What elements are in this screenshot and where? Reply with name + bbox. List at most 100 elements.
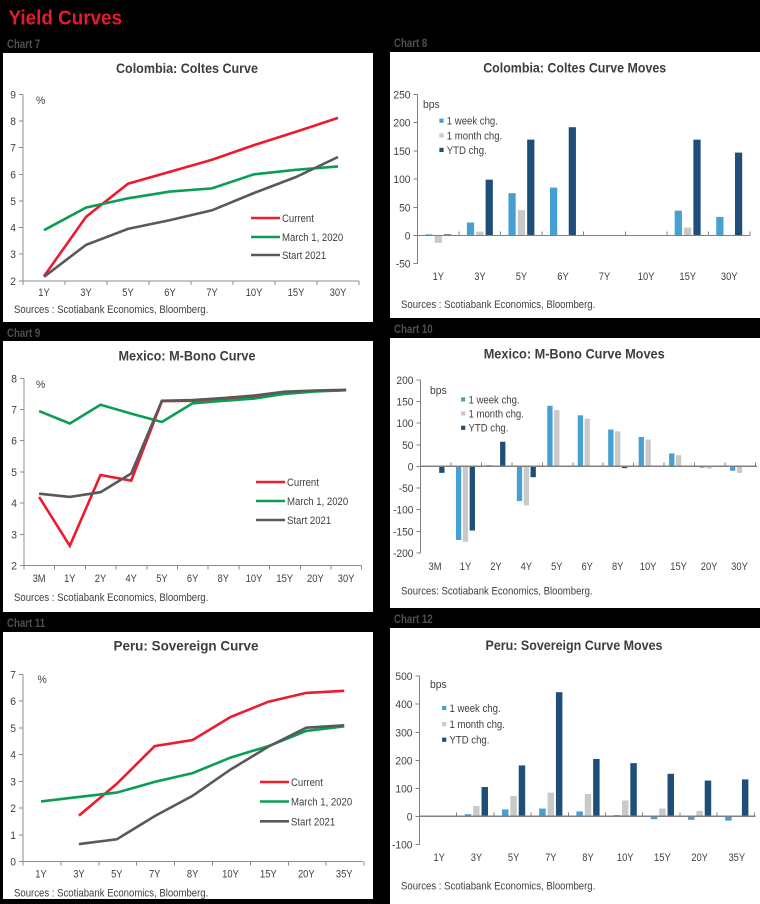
svg-text:1 month chg.: 1 month chg.: [450, 719, 505, 731]
svg-text:%: %: [38, 674, 48, 686]
svg-text:100: 100: [396, 418, 413, 430]
svg-text:1 week chg.: 1 week chg.: [450, 703, 501, 715]
svg-text:20Y: 20Y: [298, 869, 315, 881]
svg-text:5Y: 5Y: [551, 561, 563, 573]
svg-text:6Y: 6Y: [582, 561, 594, 573]
svg-text:5Y: 5Y: [516, 271, 528, 283]
svg-text:500: 500: [395, 671, 412, 683]
svg-text:6: 6: [11, 436, 17, 448]
svg-text:1: 1: [10, 830, 16, 842]
svg-text:7Y: 7Y: [206, 287, 218, 299]
svg-text:Sources : Scotiabank Economics: Sources : Scotiabank Economics, Bloomber…: [14, 888, 208, 900]
svg-text:3M: 3M: [429, 561, 442, 573]
svg-text:3Y: 3Y: [474, 271, 486, 283]
svg-text:200: 200: [393, 118, 410, 130]
svg-text:Sources: Scotiabank Economics,: Sources: Scotiabank Economics, Bloomberg…: [401, 586, 593, 598]
svg-text:0: 0: [407, 811, 413, 823]
svg-text:300: 300: [395, 727, 412, 739]
svg-text:0: 0: [408, 461, 414, 473]
svg-text:Sources : Scotiabank Economics: Sources : Scotiabank Economics, Bloomber…: [14, 304, 208, 316]
svg-text:10Y: 10Y: [246, 287, 263, 299]
svg-text:Start 2021: Start 2021: [282, 250, 326, 262]
svg-text:%: %: [36, 379, 46, 391]
svg-text:10Y: 10Y: [617, 852, 634, 864]
svg-text:3: 3: [10, 249, 16, 261]
svg-text:Sources : Scotiabank Economics: Sources : Scotiabank Economics, Bloomber…: [14, 592, 208, 604]
svg-text:30Y: 30Y: [731, 561, 748, 573]
svg-text:1Y: 1Y: [434, 852, 446, 864]
svg-text:-50: -50: [396, 259, 411, 271]
svg-text:5Y: 5Y: [156, 573, 168, 585]
svg-text:10Y: 10Y: [640, 561, 657, 573]
svg-text:50: 50: [399, 202, 410, 214]
svg-text:3M: 3M: [33, 573, 46, 585]
svg-text:15Y: 15Y: [288, 287, 305, 299]
svg-text:1Y: 1Y: [64, 573, 76, 585]
svg-text:1 month chg.: 1 month chg.: [469, 408, 524, 420]
svg-text:1Y: 1Y: [433, 271, 445, 283]
svg-text:Sources : Scotiabank Economics: Sources : Scotiabank Economics, Bloomber…: [401, 880, 595, 892]
svg-text:1 week chg.: 1 week chg.: [469, 394, 520, 406]
svg-text:3: 3: [10, 776, 16, 788]
svg-text:3Y: 3Y: [73, 869, 85, 881]
svg-text:8Y: 8Y: [218, 573, 230, 585]
svg-text:Peru: Sovereign Curve: Peru: Sovereign Curve: [114, 638, 259, 654]
svg-text:400: 400: [395, 699, 412, 711]
svg-text:Mexico: M-Bono Curve Moves: Mexico: M-Bono Curve Moves: [484, 346, 665, 362]
svg-text:Yield Curves: Yield Curves: [9, 8, 123, 30]
svg-text:15Y: 15Y: [260, 869, 277, 881]
svg-text:1 month chg.: 1 month chg.: [447, 130, 502, 142]
svg-text:10Y: 10Y: [246, 573, 263, 585]
svg-text:10Y: 10Y: [222, 869, 239, 881]
svg-text:8: 8: [10, 116, 16, 128]
svg-text:Colombia: Coltes Curve Moves: Colombia: Coltes Curve Moves: [483, 60, 666, 76]
svg-text:0: 0: [10, 857, 16, 869]
svg-text:4Y: 4Y: [126, 573, 138, 585]
svg-text:Sources : Scotiabank Economics: Sources : Scotiabank Economics, Bloomber…: [401, 299, 595, 311]
svg-text:2: 2: [10, 803, 16, 815]
svg-text:Chart 7: Chart 7: [7, 39, 40, 51]
svg-text:10Y: 10Y: [638, 271, 655, 283]
svg-text:6Y: 6Y: [164, 287, 176, 299]
svg-text:6: 6: [10, 696, 16, 708]
svg-text:YTD chg.: YTD chg.: [450, 735, 490, 747]
svg-text:bps: bps: [430, 385, 447, 397]
svg-text:bps: bps: [430, 679, 447, 691]
svg-text:Chart 12: Chart 12: [394, 614, 433, 626]
svg-text:20Y: 20Y: [307, 573, 324, 585]
svg-text:100: 100: [393, 174, 410, 186]
svg-text:7: 7: [10, 143, 16, 155]
svg-text:100: 100: [395, 783, 412, 795]
svg-text:4Y: 4Y: [521, 561, 533, 573]
svg-text:2Y: 2Y: [95, 573, 107, 585]
svg-text:7Y: 7Y: [599, 271, 611, 283]
svg-text:Start 2021: Start 2021: [291, 816, 335, 828]
svg-text:Chart 11: Chart 11: [7, 618, 46, 630]
svg-text:6Y: 6Y: [557, 271, 569, 283]
svg-text:200: 200: [396, 375, 413, 387]
svg-text:-200: -200: [393, 548, 414, 560]
svg-text:150: 150: [396, 396, 413, 408]
svg-text:YTD chg.: YTD chg.: [469, 423, 509, 435]
svg-text:7: 7: [11, 405, 17, 417]
svg-text:March 1, 2020: March 1, 2020: [291, 797, 352, 809]
svg-text:7Y: 7Y: [545, 852, 557, 864]
svg-text:9: 9: [10, 90, 16, 102]
svg-text:YTD chg.: YTD chg.: [447, 145, 487, 157]
svg-text:15Y: 15Y: [276, 573, 293, 585]
svg-text:200: 200: [395, 755, 412, 767]
svg-text:Mexico: M-Bono Curve: Mexico: M-Bono Curve: [119, 348, 256, 364]
svg-text:30Y: 30Y: [721, 271, 738, 283]
svg-text:6: 6: [10, 169, 16, 181]
svg-text:Colombia: Coltes Curve: Colombia: Coltes Curve: [116, 60, 258, 76]
svg-text:4: 4: [10, 223, 16, 235]
svg-text:-150: -150: [393, 526, 414, 538]
svg-text:Current: Current: [282, 213, 314, 225]
svg-text:1Y: 1Y: [38, 287, 50, 299]
svg-text:8Y: 8Y: [612, 561, 624, 573]
svg-text:8Y: 8Y: [187, 869, 199, 881]
svg-text:5Y: 5Y: [111, 869, 123, 881]
svg-text:-100: -100: [392, 840, 413, 852]
svg-text:150: 150: [393, 146, 410, 158]
svg-text:%: %: [36, 95, 46, 107]
